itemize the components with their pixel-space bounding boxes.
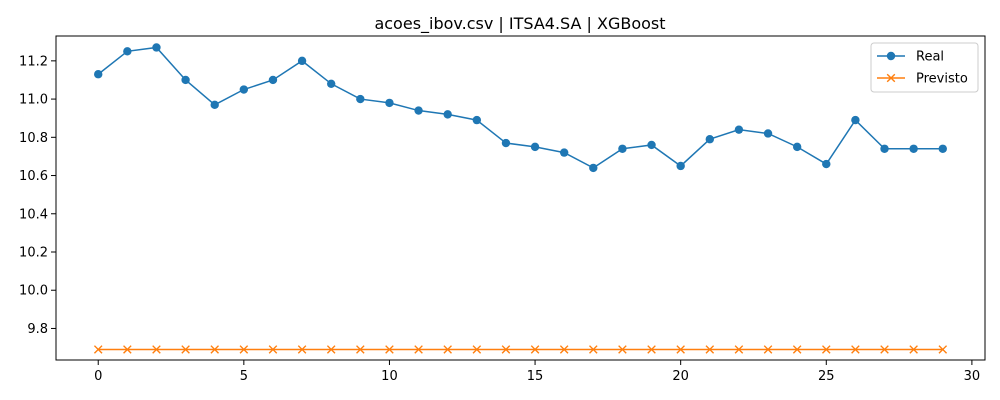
data-point-previsto — [472, 345, 482, 354]
data-point-previsto — [880, 345, 889, 354]
series-real — [94, 43, 947, 173]
data-point-real — [938, 144, 947, 153]
y-tick-label: 10.4 — [19, 207, 48, 222]
data-point-real — [676, 161, 685, 171]
data-point-real — [734, 125, 744, 134]
data-point-real — [880, 144, 889, 153]
legend-label: Previsto — [916, 72, 968, 87]
data-point-previsto — [385, 345, 394, 354]
y-tick-label: 10.2 — [19, 246, 48, 261]
data-point-real — [152, 43, 161, 52]
y-axis: 9.8 10.0 10.2 10.4 10.6 10.8 11.0 11.2 — [19, 54, 56, 337]
data-point-real — [822, 159, 831, 169]
data-point-previsto — [734, 345, 744, 354]
data-point-previsto — [792, 345, 802, 354]
legend-label: Real — [916, 50, 944, 65]
legend-marker — [886, 73, 896, 83]
data-point-real — [763, 129, 773, 138]
legend-item-previsto: Previsto — [877, 72, 968, 87]
data-point-previsto — [501, 345, 511, 354]
data-point-real — [356, 94, 365, 104]
data-point-real — [618, 144, 627, 153]
data-point-real — [647, 140, 656, 150]
data-point-real — [327, 79, 336, 88]
data-point-previsto — [297, 345, 307, 354]
data-point-previsto — [152, 345, 161, 354]
series-previsto — [93, 345, 948, 354]
data-point-previsto — [559, 345, 569, 354]
data-point-real — [94, 70, 103, 79]
data-point-real — [181, 75, 190, 85]
data-point-real — [705, 135, 714, 144]
data-point-previsto — [356, 345, 365, 354]
data-point-previsto — [618, 345, 627, 354]
data-point-previsto — [530, 345, 540, 354]
x-tick-label: 20 — [672, 369, 689, 384]
plot-area — [93, 43, 948, 354]
series-line-real — [97, 46, 943, 169]
data-point-previsto — [239, 345, 249, 354]
plot-frame — [55, 35, 986, 361]
x-tick-label: 15 — [527, 369, 544, 384]
x-tick-label: 0 — [94, 369, 102, 384]
data-point-previsto — [210, 345, 220, 354]
y-tick-label: 10.8 — [19, 131, 48, 146]
data-point-real — [268, 75, 278, 85]
data-point-real — [297, 56, 307, 66]
data-point-real — [239, 85, 249, 94]
data-point-previsto — [93, 345, 103, 354]
data-point-previsto — [326, 345, 336, 354]
data-point-previsto — [414, 345, 423, 354]
data-point-previsto — [443, 345, 452, 354]
data-point-real — [414, 106, 423, 115]
data-point-real — [589, 163, 598, 173]
data-point-previsto — [851, 345, 860, 354]
data-point-real — [559, 148, 569, 157]
x-tick-label: 5 — [240, 369, 248, 384]
data-point-real — [909, 144, 918, 153]
data-point-previsto — [676, 345, 685, 354]
data-point-previsto — [123, 345, 132, 354]
y-tick-label: 10.0 — [19, 284, 48, 299]
data-point-previsto — [705, 345, 715, 354]
data-point-real — [530, 142, 540, 152]
legend-marker — [886, 51, 896, 61]
data-point-previsto — [647, 345, 656, 354]
data-point-real — [501, 138, 511, 148]
data-point-previsto — [268, 345, 278, 354]
data-point-real — [385, 98, 394, 108]
data-point-previsto — [763, 345, 773, 354]
y-tick-label: 9.8 — [27, 322, 48, 337]
data-point-real — [792, 142, 802, 152]
x-tick-label: 30 — [964, 369, 981, 384]
data-point-real — [443, 110, 452, 119]
y-tick-label: 11.2 — [19, 54, 48, 69]
data-point-real — [472, 115, 482, 125]
x-axis: 0 5 10 15 20 25 30 — [94, 360, 980, 384]
data-point-previsto — [909, 345, 918, 354]
data-point-previsto — [821, 345, 831, 354]
data-point-real — [851, 115, 860, 125]
legend-item-real: Real — [877, 50, 944, 65]
data-point-previsto — [938, 345, 948, 354]
y-tick-label: 10.6 — [19, 169, 48, 184]
data-point-previsto — [181, 345, 190, 354]
x-tick-label: 10 — [381, 369, 398, 384]
legend: Real Previsto — [870, 42, 979, 93]
x-tick-label: 25 — [818, 369, 835, 384]
y-tick-label: 11.0 — [19, 93, 48, 108]
data-point-real — [123, 47, 132, 56]
chart-title: acoes_ibov.csv | ITSA4.SA | XGBoost — [374, 14, 665, 34]
data-point-real — [210, 100, 219, 110]
data-point-previsto — [589, 345, 598, 354]
